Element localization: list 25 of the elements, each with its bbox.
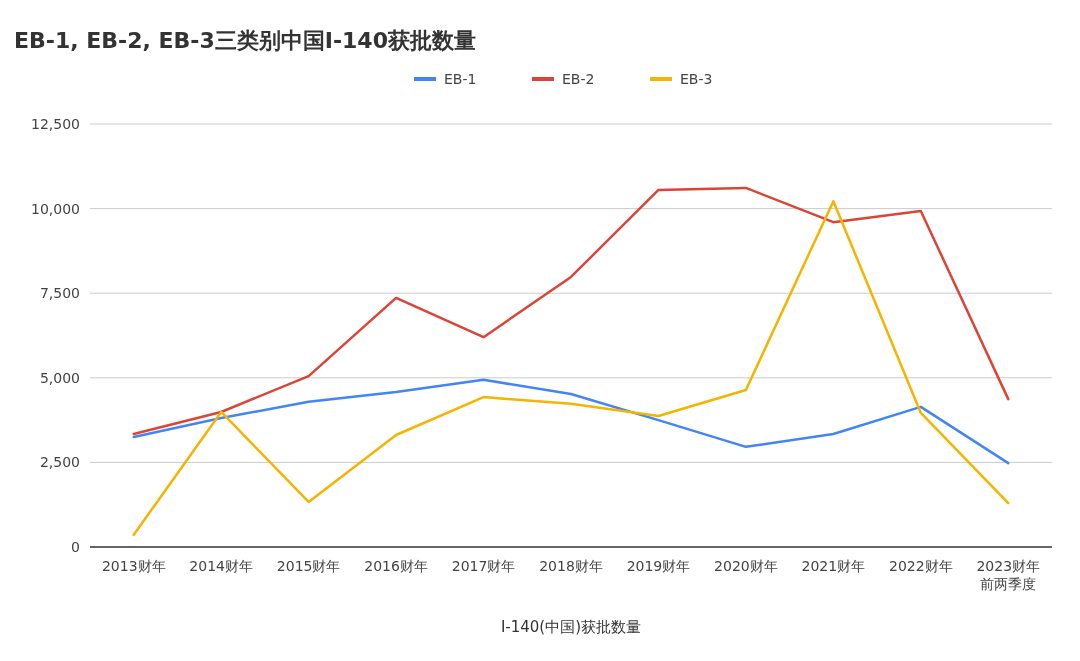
legend-label: EB-3 bbox=[680, 71, 713, 87]
x-tick-label: 2015财年 bbox=[276, 558, 341, 574]
x-tick-label: 2021财年 bbox=[801, 558, 866, 574]
x-tick-label: 2020财年 bbox=[714, 558, 778, 574]
legend-label: EB-2 bbox=[562, 71, 595, 87]
x-tick-label: 2018财年 bbox=[539, 558, 603, 574]
x-tick-label: 2023财年前两季度 bbox=[976, 558, 1041, 592]
y-tick-label: 7,500 bbox=[39, 285, 80, 302]
x-axis-title: I-140(中国)获批数量 bbox=[500, 618, 642, 636]
x-tick-label: 2014财年 bbox=[189, 558, 253, 574]
legend-label: EB-1 bbox=[444, 71, 477, 87]
line-series bbox=[132, 199, 1010, 537]
x-tick-label: 2017财年 bbox=[451, 558, 516, 574]
line-series bbox=[132, 378, 1010, 465]
y-tick-label: 2,500 bbox=[39, 454, 80, 471]
chart-title: EB-1, EB-2, EB-3三类别中国I-140获批数量 bbox=[14, 28, 476, 53]
x-tick-label: 2019财年 bbox=[626, 558, 691, 574]
x-tick-label: 2016财年 bbox=[364, 558, 428, 574]
y-tick-label: 12,500 bbox=[31, 116, 80, 132]
y-tick-label: 5,000 bbox=[39, 369, 80, 386]
y-tick-label: 0 bbox=[71, 539, 80, 555]
x-tick-label: 2022财年 bbox=[889, 558, 953, 574]
line-series bbox=[132, 186, 1010, 436]
y-tick-label: 10,000 bbox=[31, 200, 80, 217]
x-tick-label: 2013财年 bbox=[101, 558, 166, 574]
